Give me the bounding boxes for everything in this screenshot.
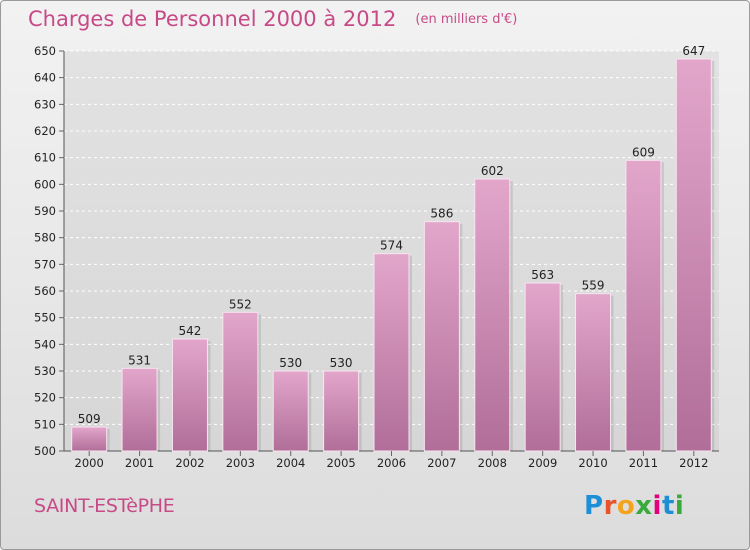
- y-tick-label: 500: [34, 444, 56, 458]
- y-tick-label: 560: [34, 284, 56, 298]
- y-tick-label: 510: [34, 417, 56, 431]
- data-label: 647: [682, 44, 705, 58]
- y-tick-label: 640: [34, 71, 56, 85]
- data-label: 586: [430, 207, 453, 221]
- x-tick-label: 2007: [427, 456, 456, 470]
- x-tick-label: 2002: [175, 456, 204, 470]
- x-tick-label: 2006: [377, 456, 406, 470]
- bar: [222, 311, 259, 452]
- y-tick-label: 580: [34, 231, 56, 245]
- y-tick-label: 550: [34, 311, 56, 325]
- x-tick-label: 2009: [528, 456, 557, 470]
- data-label: 574: [380, 239, 403, 253]
- logo-letter: o: [616, 491, 636, 521]
- chart-unit: (en milliers d'€): [415, 12, 518, 27]
- y-tick-label: 600: [34, 177, 56, 191]
- bar: [524, 282, 561, 452]
- logo-letter: i: [652, 491, 662, 521]
- y-tick-label: 520: [34, 391, 56, 405]
- y-tick-label: 620: [34, 124, 56, 138]
- data-label: 530: [279, 356, 302, 370]
- bar: [323, 370, 360, 452]
- data-label: 563: [531, 268, 554, 282]
- x-tick-label: 2004: [276, 456, 305, 470]
- data-label: 530: [330, 356, 353, 370]
- logo-letter: t: [661, 491, 675, 521]
- y-tick-label: 540: [34, 337, 56, 351]
- data-label: 531: [128, 353, 151, 367]
- data-label: 609: [632, 145, 655, 159]
- y-tick-label: 530: [34, 364, 56, 378]
- logo-letter: P: [584, 491, 604, 521]
- bar: [71, 426, 108, 452]
- logo-letter: x: [635, 491, 653, 521]
- data-label: 602: [481, 164, 504, 178]
- x-tick-label: 2001: [125, 456, 154, 470]
- bar: [675, 58, 712, 452]
- bar: [423, 221, 460, 452]
- proxiti-logo: Proxiti: [584, 491, 684, 521]
- commune-name: SAINT-ESTèPHE: [34, 495, 175, 517]
- bar: [373, 253, 410, 452]
- x-tick-label: 2011: [629, 456, 658, 470]
- bar: [474, 178, 511, 452]
- bar: [625, 159, 662, 452]
- y-tick-label: 570: [34, 257, 56, 271]
- title-row: Charges de Personnel 2000 à 2012 (en mil…: [28, 7, 517, 31]
- data-label: 552: [229, 297, 252, 311]
- x-tick-label: 2010: [578, 456, 607, 470]
- data-label: 542: [179, 324, 202, 338]
- x-tick-label: 2003: [226, 456, 255, 470]
- y-tick-label: 650: [34, 44, 56, 58]
- x-tick-label: 2008: [478, 456, 507, 470]
- chart-title: Charges de Personnel 2000 à 2012: [28, 7, 397, 31]
- logo-letter: r: [603, 491, 617, 521]
- data-label: 559: [582, 279, 605, 293]
- bar: [121, 367, 158, 452]
- x-tick-label: 2012: [679, 456, 708, 470]
- x-tick-label: 2005: [326, 456, 355, 470]
- bar: [575, 293, 612, 452]
- y-tick-label: 630: [34, 97, 56, 111]
- logo-letter: i: [674, 491, 685, 521]
- y-tick-label: 610: [34, 151, 56, 165]
- bar: [272, 370, 309, 452]
- data-label: 509: [78, 412, 101, 426]
- x-tick-label: 2000: [75, 456, 104, 470]
- bar: [171, 338, 208, 452]
- y-tick-label: 590: [34, 204, 56, 218]
